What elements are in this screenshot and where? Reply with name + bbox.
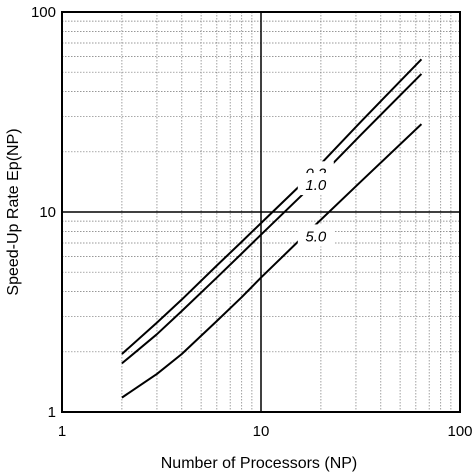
x-tick-label: 1: [58, 423, 66, 440]
y-tick-label: 10: [39, 204, 56, 221]
plot-frame: [61, 11, 461, 413]
x-axis-label: Number of Processors (NP): [161, 455, 358, 472]
y-tick-label: 100: [31, 4, 56, 21]
series-line-0-2: [121, 58, 423, 355]
curve-label-backing: [297, 224, 334, 247]
x-tick-label: 100: [447, 423, 472, 440]
x-tick-label: 10: [253, 423, 270, 440]
curve-label-backing: [297, 173, 334, 196]
series-line-5-0: [121, 123, 423, 399]
curve-label-1-0: 1.0: [305, 177, 327, 194]
y-tick-label: 1: [48, 404, 56, 421]
tick-labels: 1 10 100 1 10 100: [31, 4, 473, 440]
grid: [62, 12, 460, 412]
y-axis-label: Speed-Up Rate Ep(NP): [5, 128, 22, 295]
curve-label-5-0: 5.0: [305, 228, 327, 245]
curve-labels: 0.21.05.0: [297, 161, 334, 247]
series-line-1-0: [121, 73, 423, 365]
series-layer: [121, 58, 423, 399]
